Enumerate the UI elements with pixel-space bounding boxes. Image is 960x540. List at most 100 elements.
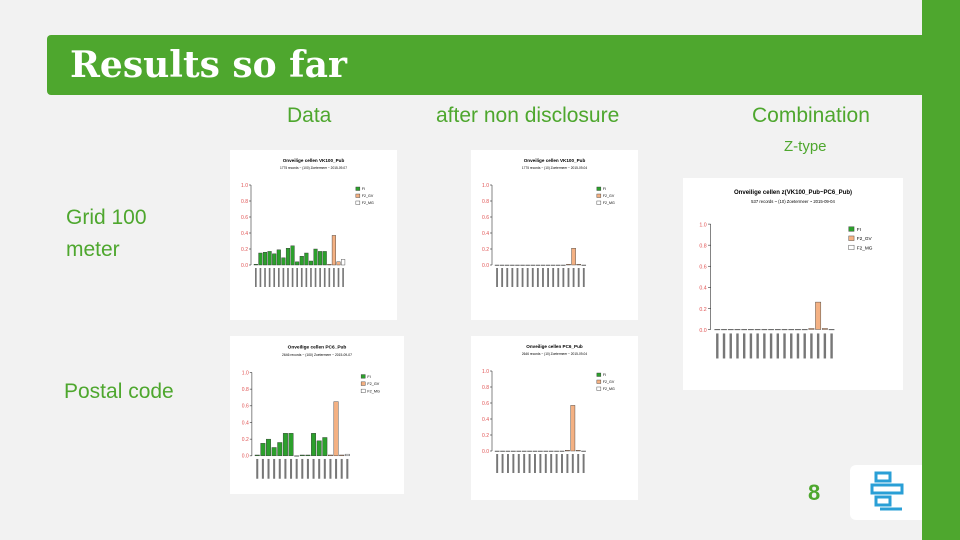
chart-title: Onveilige cellen z(VK100_Pub~PC6_Pub) — [734, 190, 852, 196]
legend-entry: F2_MG — [603, 387, 615, 391]
bar — [266, 438, 271, 457]
chart-title: Onveilige cellen VK100_Pub — [283, 158, 345, 163]
bar — [260, 443, 266, 457]
chart-pc6-after: Onveilige cellen PC6_Pub 2646 records ~ (… — [482, 344, 615, 473]
column-heading-combination: Combination — [752, 104, 870, 127]
y-tick-label: 0.2 — [241, 247, 248, 253]
legend-entry: F2_MG — [362, 201, 374, 205]
bar — [262, 251, 268, 266]
bar — [281, 257, 286, 266]
chart-combination: Onveilige cellen z(VK100_Pub~PC6_Pub) 537… — [699, 190, 873, 359]
column-heading-after: after non disclosure — [436, 104, 620, 127]
bar — [815, 301, 822, 330]
bar — [305, 454, 311, 457]
bar — [576, 263, 581, 266]
bar — [313, 248, 318, 266]
legend-swatch — [596, 386, 602, 391]
chart-panel-vk100-after: Onveilige cellen VK100_Pub 1775 records ~… — [471, 150, 638, 320]
legend-swatch — [355, 193, 361, 198]
legend-swatch — [848, 226, 855, 232]
y-tick-label: 0.0 — [241, 263, 248, 269]
chart-vk100-data: Onveilige cellen VK100_Pub 1775 records ~… — [241, 158, 374, 287]
bar — [336, 261, 341, 266]
y-tick-label: 0.6 — [241, 215, 248, 221]
y-tick-label: 0.0 — [699, 328, 706, 334]
bar — [282, 433, 288, 457]
bar — [254, 454, 260, 457]
chart-panel-pc6-data: Onveilige cellen PC6_Pub 2646 records ~ (… — [230, 336, 404, 494]
bar — [272, 253, 277, 266]
legend-entry: FI — [367, 375, 370, 379]
y-tick-label: 0.2 — [699, 307, 706, 313]
bar — [271, 447, 277, 457]
legend-swatch — [360, 374, 366, 379]
y-tick-label: 0.8 — [242, 387, 249, 393]
legend-swatch — [355, 200, 361, 205]
legend-entry: FI — [603, 373, 606, 377]
y-tick-label: 0.8 — [482, 199, 489, 205]
chart-subtitle: 2646 records ~ (100) Zoetermeer ~ 2015-0… — [282, 353, 352, 357]
legend-swatch — [360, 381, 366, 386]
bar — [288, 433, 294, 457]
legend-entry: F2_GV — [367, 382, 379, 386]
chart-title: Onveilige cellen VK100_Pub — [524, 158, 586, 163]
bar — [344, 453, 350, 457]
legend-entry: F2_MG — [367, 389, 380, 393]
legend-swatch — [848, 244, 855, 250]
y-tick-label: 0.4 — [699, 286, 706, 292]
bar — [276, 249, 281, 266]
chart-panel-combination: Onveilige cellen z(VK100_Pub~PC6_Pub) 537… — [683, 178, 903, 390]
right-accent-bar — [922, 0, 960, 540]
bar — [316, 440, 322, 457]
y-tick-label: 0.2 — [482, 433, 489, 439]
bar — [333, 401, 339, 457]
bar — [295, 261, 300, 266]
chart-subtitle: 1775 records ~ (100) Zoetermeer ~ 2015-0… — [280, 166, 347, 170]
bar — [277, 442, 283, 457]
y-tick-label: 1.0 — [242, 370, 249, 376]
title-bar — [47, 35, 922, 95]
y-tick-label: 0.8 — [482, 385, 489, 391]
bar — [318, 251, 323, 266]
bar — [327, 263, 332, 266]
y-tick-label: 0.8 — [241, 199, 248, 205]
chart-panel-vk100-data: Onveilige cellen VK100_Pub 1775 records ~… — [230, 150, 397, 320]
legend-swatch — [596, 372, 602, 377]
bar — [285, 247, 291, 266]
cbs-logo-icon — [870, 471, 904, 511]
legend-entry: F2_GV — [362, 194, 374, 198]
chart-title: Onveilige cellen PC6_Pub — [526, 344, 583, 349]
y-tick-label: 0.6 — [242, 404, 249, 410]
legend-swatch — [596, 186, 602, 191]
legend-entry: FI — [603, 187, 606, 191]
legend-entry: F2_MG — [857, 245, 873, 251]
legend-swatch — [596, 193, 602, 198]
legend-swatch — [355, 186, 361, 191]
y-tick-label: 0.6 — [482, 401, 489, 407]
bar — [565, 449, 570, 452]
chart-title: Onveilige cellen PC6_Pub — [288, 345, 347, 351]
legend-swatch — [848, 235, 855, 241]
legend-swatch — [596, 379, 602, 384]
row-heading-grid: Grid 100 meter — [66, 206, 147, 261]
chart-subtitle: 537 records ~ (10) Zoetermeer ~ 2015-09-… — [751, 199, 835, 204]
slide-title: Results so far — [70, 44, 347, 86]
bar — [566, 263, 571, 266]
chart-subtitle: 1775 records ~ (10) Zoetermeer ~ 2015-09… — [522, 166, 587, 170]
y-tick-label: 0.4 — [241, 231, 248, 237]
y-tick-label: 0.0 — [482, 449, 489, 455]
bar — [299, 255, 304, 266]
y-tick-label: 1.0 — [699, 222, 706, 228]
legend-entry: F2_MG — [603, 201, 615, 205]
column-heading-data: Data — [287, 104, 332, 127]
column-subheading-ztype: Z-type — [784, 138, 827, 155]
page-number: 8 — [808, 480, 821, 505]
bar — [808, 328, 815, 330]
row-heading-postal: Postal code — [64, 380, 174, 403]
bar — [339, 454, 345, 457]
chart-pc6-data: Onveilige cellen PC6_Pub 2646 records ~ (… — [242, 345, 380, 479]
bar — [322, 251, 327, 266]
y-tick-label: 0.6 — [699, 265, 706, 271]
bar — [311, 433, 317, 457]
chart-subtitle: 2646 records ~ (10) Zoetermeer ~ 2015-09… — [522, 352, 587, 356]
